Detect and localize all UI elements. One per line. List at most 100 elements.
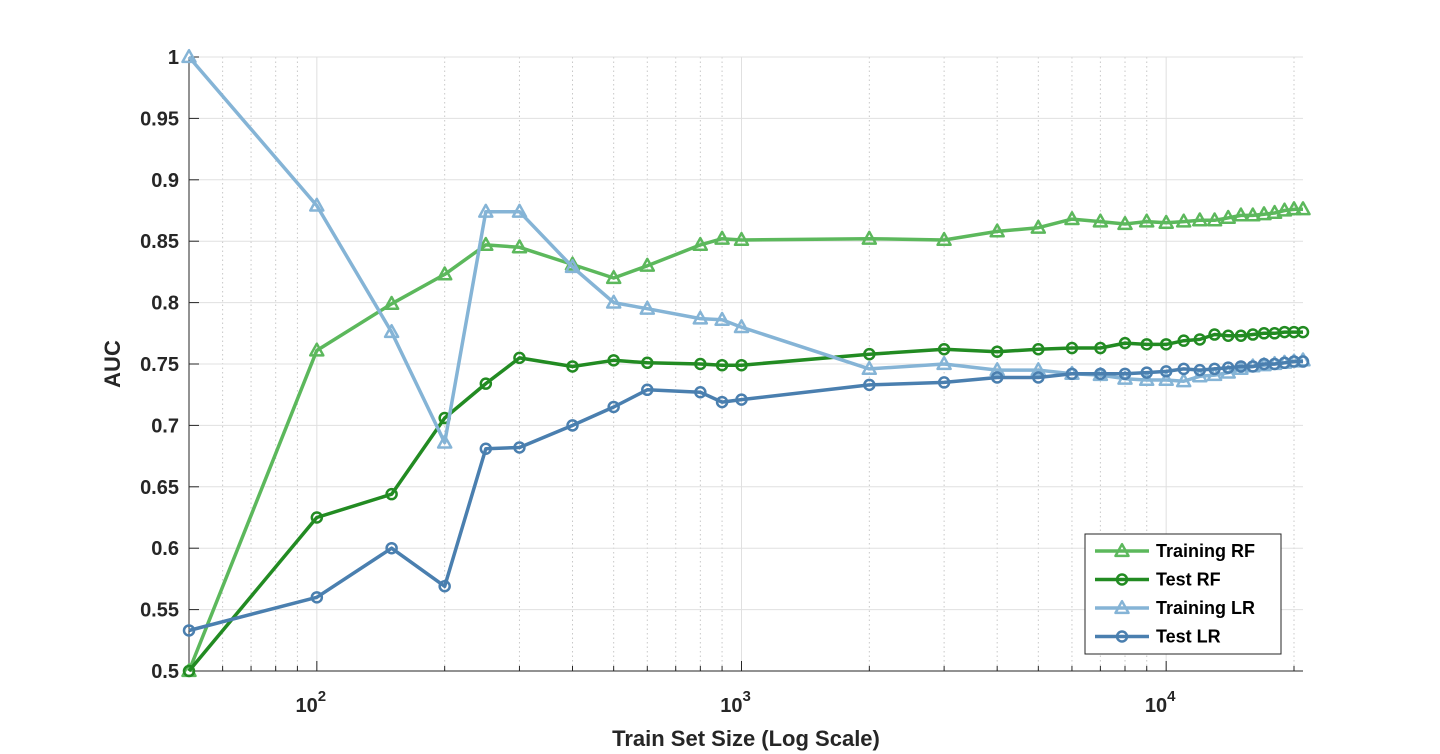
- series-training-rf: [181, 201, 1311, 678]
- data-point: [1221, 329, 1235, 343]
- data-point: [1206, 212, 1223, 227]
- data-point: [1193, 363, 1207, 377]
- y-tick-label: 0.75: [140, 354, 179, 376]
- data-point: [1094, 341, 1107, 355]
- data-point: [990, 345, 1004, 358]
- data-point: [1030, 362, 1047, 377]
- data-point: [438, 580, 451, 593]
- legend-item: Test RF: [1095, 570, 1221, 590]
- y-tick-label: 1: [168, 47, 179, 69]
- data-point: [436, 266, 453, 281]
- data-point: [1064, 211, 1080, 226]
- data-point: [479, 377, 493, 390]
- data-point: [1158, 214, 1174, 229]
- legend-marker: [1115, 630, 1129, 643]
- y-tick-label: 0.65: [140, 477, 179, 499]
- y-tick-label: 0.7: [151, 415, 179, 437]
- data-point: [692, 236, 709, 252]
- data-point: [607, 354, 620, 367]
- legend-label: Training RF: [1156, 541, 1255, 561]
- data-point: [1032, 343, 1045, 356]
- data-point: [1118, 367, 1132, 381]
- data-point: [1193, 333, 1207, 346]
- y-tick-label: 0.55: [140, 600, 179, 622]
- data-point: [1296, 355, 1310, 368]
- data-point: [1138, 213, 1155, 228]
- data-point: [714, 230, 730, 245]
- data-point: [513, 351, 526, 365]
- data-point: [1234, 329, 1248, 343]
- data-point: [1092, 213, 1109, 228]
- data-point: [1140, 338, 1153, 351]
- data-point: [1159, 338, 1173, 351]
- series-line: [187, 207, 1303, 672]
- data-point: [937, 376, 951, 389]
- data-point: [1140, 366, 1153, 379]
- legend: Training RF Test RF Training LR Test LR: [1084, 533, 1282, 655]
- data-point: [1266, 204, 1283, 220]
- data-point: [1286, 201, 1302, 216]
- data-point: [310, 511, 324, 524]
- data-point: [605, 294, 622, 309]
- data-point: [1118, 336, 1132, 350]
- data-point: [607, 400, 620, 414]
- series-line: [187, 330, 1303, 673]
- data-point: [1208, 328, 1221, 341]
- data-point: [1221, 361, 1235, 374]
- data-point: [513, 441, 526, 454]
- data-point: [1234, 360, 1248, 373]
- data-point: [566, 419, 579, 432]
- data-point: [478, 236, 494, 252]
- data-point: [1158, 371, 1174, 387]
- data-point: [989, 362, 1005, 377]
- data-point: [511, 239, 528, 254]
- y-tick-label: 0.8: [151, 293, 179, 315]
- data-point: [1246, 328, 1260, 341]
- data-point: [383, 295, 400, 310]
- legend-marker: [1114, 599, 1130, 615]
- data-point: [937, 343, 951, 356]
- x-axis-title: Train Set Size (Log Scale): [612, 726, 880, 751]
- series-test-rf: [182, 325, 1310, 678]
- data-point: [182, 664, 196, 678]
- data-point: [861, 230, 878, 245]
- data-point: [478, 203, 494, 218]
- data-point: [715, 358, 729, 372]
- legend-item: Training RF: [1095, 541, 1255, 561]
- data-point: [385, 487, 398, 501]
- data-point: [1094, 367, 1107, 381]
- data-point: [692, 310, 709, 325]
- data-point: [511, 203, 528, 218]
- y-axis-title: AUC: [100, 340, 125, 388]
- data-point: [863, 378, 876, 392]
- legend-label: Test LR: [1156, 627, 1221, 647]
- legend-item: Training LR: [1095, 598, 1255, 618]
- data-point: [1138, 371, 1155, 387]
- data-point: [182, 624, 196, 637]
- data-point: [310, 591, 324, 604]
- data-point: [383, 323, 400, 339]
- data-point: [936, 231, 952, 247]
- data-point: [733, 319, 750, 334]
- data-point: [715, 395, 729, 409]
- data-point: [641, 356, 654, 370]
- data-point: [989, 223, 1005, 238]
- data-point: [641, 383, 654, 397]
- data-point: [1065, 367, 1079, 381]
- data-point: [1117, 215, 1133, 231]
- data-point: [1246, 360, 1260, 373]
- series-test-lr: [182, 355, 1310, 637]
- data-point: [861, 360, 878, 376]
- data-point: [639, 300, 656, 315]
- data-point: [309, 342, 325, 357]
- y-tick-label: 0.6: [151, 538, 179, 560]
- data-point: [863, 347, 876, 361]
- data-point: [479, 442, 493, 455]
- legend-marker: [1114, 542, 1130, 558]
- data-point: [694, 357, 707, 371]
- data-point: [309, 197, 325, 212]
- data-point: [181, 48, 197, 64]
- data-point: [1208, 362, 1221, 376]
